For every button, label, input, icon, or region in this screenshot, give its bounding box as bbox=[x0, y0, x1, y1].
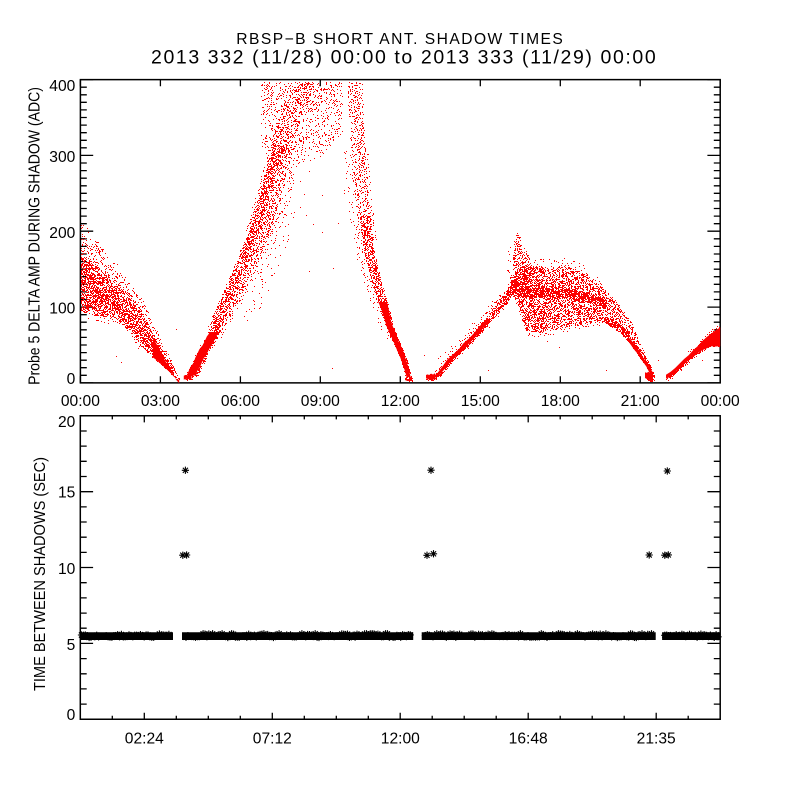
svg-text:RBSP−B SHORT ANT. SHADOW TIMES: RBSP−B SHORT ANT. SHADOW TIMES bbox=[236, 31, 564, 48]
svg-text:2013 332 (11/28) 00:00 to 2013: 2013 332 (11/28) 00:00 to 2013 333 (11/2… bbox=[151, 46, 657, 68]
svg-text:21:35: 21:35 bbox=[637, 731, 676, 748]
svg-text:20: 20 bbox=[58, 414, 76, 431]
svg-text:02:24: 02:24 bbox=[125, 731, 164, 748]
svg-text:18:00: 18:00 bbox=[541, 393, 580, 410]
svg-text:00:00: 00:00 bbox=[61, 393, 100, 410]
svg-text:TIME BETWEEN SHADOWS (SEC): TIME BETWEEN SHADOWS (SEC) bbox=[32, 457, 50, 691]
svg-text:Probe 5 DELTA AMP DURING SHADO: Probe 5 DELTA AMP DURING SHADOW (ADC) bbox=[27, 87, 44, 385]
svg-text:12:00: 12:00 bbox=[381, 731, 420, 748]
svg-text:300: 300 bbox=[49, 149, 75, 166]
svg-text:15: 15 bbox=[58, 485, 76, 502]
svg-text:00:00: 00:00 bbox=[701, 393, 740, 410]
svg-text:03:00: 03:00 bbox=[141, 393, 180, 410]
svg-text:200: 200 bbox=[49, 225, 75, 242]
svg-text:06:00: 06:00 bbox=[221, 393, 260, 410]
svg-text:07:12: 07:12 bbox=[253, 731, 292, 748]
svg-text:09:00: 09:00 bbox=[301, 393, 340, 410]
svg-text:15:00: 15:00 bbox=[461, 393, 500, 410]
svg-text:21:00: 21:00 bbox=[621, 393, 660, 410]
svg-text:0: 0 bbox=[67, 371, 76, 388]
svg-text:10: 10 bbox=[58, 561, 76, 578]
svg-text:100: 100 bbox=[49, 301, 75, 318]
svg-text:16:48: 16:48 bbox=[509, 731, 548, 748]
svg-text:0: 0 bbox=[67, 707, 76, 724]
svg-text:12:00: 12:00 bbox=[381, 393, 420, 410]
svg-text:5: 5 bbox=[67, 637, 76, 654]
svg-text:400: 400 bbox=[49, 78, 75, 95]
